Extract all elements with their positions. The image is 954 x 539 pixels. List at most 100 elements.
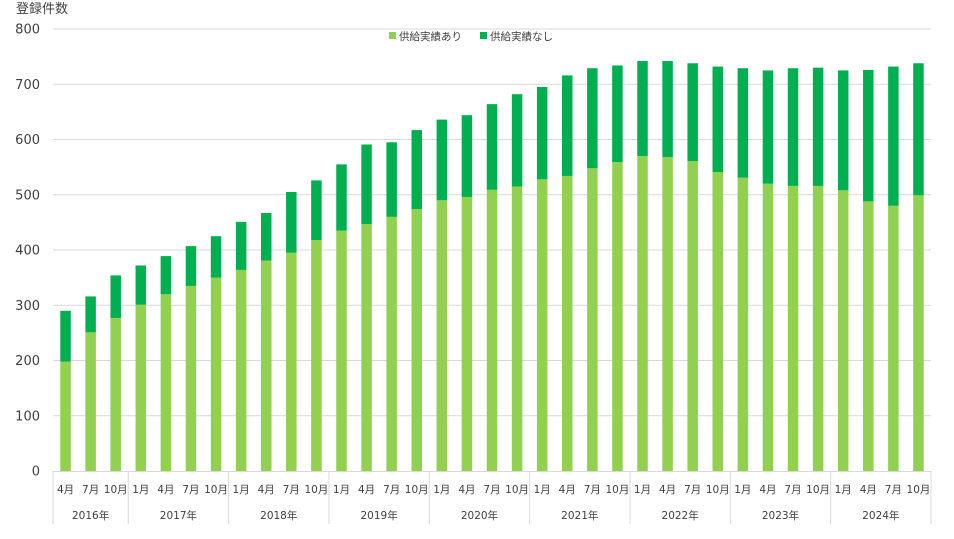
month-tick-label: 1月 [433, 484, 450, 496]
bar-segment-with-supply [637, 156, 648, 471]
year-tick-label: 2018年 [260, 509, 297, 522]
bar-segment-with-supply [837, 190, 849, 471]
bar-segment-with-supply [612, 162, 623, 471]
month-tick-label: 7月 [684, 484, 701, 496]
year-tick-label: 2019年 [360, 509, 397, 522]
bar-segment-with-supply [110, 317, 121, 471]
y-tick-label: 800 [15, 23, 40, 38]
bar-segment-with-supply [812, 185, 824, 471]
bar-segment-without-supply [235, 221, 247, 270]
bar-segment-without-supply [361, 144, 372, 225]
bar-segment-with-supply [737, 177, 749, 471]
month-tick-label: 7月 [584, 484, 601, 496]
bar-segment-without-supply [863, 69, 874, 202]
y-tick-label: 400 [15, 244, 40, 259]
month-tick-label: 4月 [57, 484, 74, 496]
bar-segment-with-supply [536, 179, 548, 471]
bar-segment-without-supply [461, 115, 473, 197]
bar-segment-with-supply [888, 205, 899, 472]
bar-segment-with-supply [386, 216, 397, 471]
bar-segment-with-supply [913, 195, 924, 472]
bar-segment-with-supply [562, 175, 573, 471]
y-tick-label: 200 [15, 354, 40, 369]
bar-segment-without-supply [536, 87, 548, 180]
bar-segment-without-supply [160, 256, 172, 295]
month-tick-label: 10月 [605, 484, 629, 496]
bar-segment-without-supply [286, 191, 297, 253]
year-tick-label: 2022年 [662, 509, 699, 522]
bar-segment-without-supply [210, 236, 222, 278]
bar-segment-without-supply [411, 130, 422, 210]
month-tick-label: 1月 [132, 484, 149, 496]
bar-segment-without-supply [762, 70, 774, 184]
year-tick-label: 2020年 [461, 509, 498, 522]
bar-segment-with-supply [863, 201, 874, 471]
month-tick-label: 7月 [182, 484, 199, 496]
month-tick-label: 10月 [505, 484, 529, 496]
bar-segment-without-supply [486, 104, 498, 190]
bar-segment-with-supply [160, 294, 172, 471]
month-tick-label: 10月 [204, 484, 228, 496]
bar-segment-without-supply [135, 265, 147, 305]
month-tick-label: 1月 [333, 484, 350, 496]
month-tick-label: 4月 [157, 484, 174, 496]
bar-segment-without-supply [336, 164, 347, 231]
bar-segment-without-supply [185, 246, 197, 286]
y-tick-label: 300 [15, 299, 40, 314]
bar-segment-with-supply [787, 185, 799, 471]
x-axis: 4月 7月 10月 2016年 1月 4月 7月 10月 2017年 1月 4月 7月 10月 2018年… [52, 471, 932, 524]
bar-segment-without-supply [662, 61, 673, 158]
y-axis-title: 登録件数 [16, 2, 68, 17]
month-tick-label: 10月 [104, 484, 128, 496]
year-tick-label: 2017年 [160, 509, 197, 522]
month-tick-label: 7月 [283, 484, 300, 496]
y-tick-label: 500 [15, 188, 40, 203]
bars [60, 61, 924, 472]
legend-label: 供給実績あり [399, 30, 462, 43]
month-tick-label: 1月 [233, 484, 250, 496]
y-axis-ticks: 0 100 200 300 400 500 600 700 800 [15, 23, 40, 480]
bar-segment-with-supply [687, 161, 698, 472]
bar-segment-without-supply [712, 66, 724, 173]
y-tick-label: 0 [32, 465, 40, 480]
month-tick-label: 4月 [458, 484, 475, 496]
bar-segment-without-supply [888, 66, 899, 206]
month-tick-label: 7月 [885, 484, 902, 496]
bar-segment-without-supply [913, 63, 924, 196]
bar-segment-with-supply [210, 277, 222, 471]
bar-segment-with-supply [260, 260, 272, 471]
month-tick-label: 4月 [559, 484, 576, 496]
month-tick-label: 4月 [258, 484, 275, 496]
month-tick-label: 4月 [759, 484, 776, 496]
month-tick-label: 10月 [405, 484, 429, 496]
year-tick-label: 2016年 [72, 509, 109, 522]
year-tick-label: 2024年 [862, 509, 899, 522]
bar-segment-without-supply [687, 63, 698, 162]
y-tick-label: 100 [15, 409, 40, 424]
bar-segment-without-supply [562, 75, 573, 176]
bar-segment-with-supply [461, 196, 473, 471]
bar-segment-with-supply [286, 252, 297, 471]
bar-segment-without-supply [311, 180, 322, 241]
bar-segment-with-supply [361, 224, 372, 471]
bar-segment-without-supply [737, 68, 749, 178]
bar-segment-without-supply [386, 142, 397, 217]
month-tick-label: 1月 [634, 484, 651, 496]
bar-segment-without-supply [812, 67, 824, 186]
bar-segment-with-supply [336, 230, 347, 471]
month-tick-label: 10月 [806, 484, 830, 496]
bar-segment-with-supply [662, 157, 673, 471]
bar-segment-without-supply [110, 275, 121, 318]
year-tick-label: 2023年 [762, 509, 799, 522]
bar-segment-without-supply [60, 310, 71, 362]
bar-segment-with-supply [235, 269, 247, 471]
bar-segment-with-supply [712, 172, 724, 471]
bar-segment-with-supply [85, 332, 96, 471]
bar-segment-with-supply [411, 209, 422, 472]
bar-segment-with-supply [511, 186, 523, 471]
bar-segment-without-supply [637, 61, 648, 157]
bar-segment-with-supply [135, 304, 147, 471]
month-tick-label: 7月 [483, 484, 500, 496]
month-tick-label: 10月 [706, 484, 730, 496]
